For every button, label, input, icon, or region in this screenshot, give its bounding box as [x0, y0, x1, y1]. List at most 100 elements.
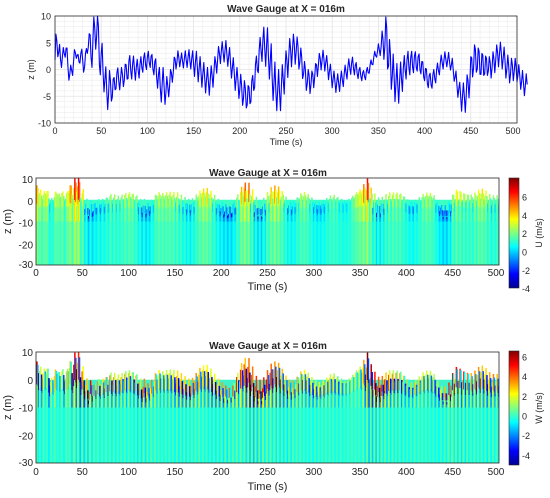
velocity-cell	[492, 407, 495, 463]
velocity-cell	[434, 407, 436, 463]
velocity-cell	[260, 407, 262, 463]
velocity-cell	[492, 221, 495, 265]
velocity-cell	[126, 199, 129, 211]
velocity-cell	[132, 207, 134, 222]
velocity-cell	[493, 221, 496, 265]
velocity-cell	[74, 221, 76, 265]
velocity-cell	[190, 212, 193, 222]
velocity-cell	[294, 214, 297, 222]
velocity-cell	[339, 380, 342, 394]
velocity-cell	[173, 192, 175, 207]
velocity-cell	[193, 206, 196, 215]
velocity-cell	[174, 197, 176, 210]
velocity-cell	[351, 208, 354, 222]
velocity-cell	[75, 206, 78, 222]
velocity-cell	[244, 382, 247, 408]
velocity-cell	[497, 393, 499, 408]
velocity-cell	[424, 379, 426, 394]
velocity-cell	[72, 221, 74, 265]
velocity-cell	[249, 207, 251, 222]
velocity-cell	[476, 407, 478, 463]
velocity-cell	[438, 221, 441, 265]
velocity-cell	[251, 221, 254, 265]
velocity-cell	[63, 221, 65, 265]
velocity-cell	[401, 407, 403, 463]
velocity-cell	[241, 388, 244, 408]
velocity-cell	[193, 221, 196, 265]
velocity-cell	[358, 370, 360, 389]
velocity-cell	[167, 393, 170, 408]
velocity-cell	[183, 221, 185, 265]
velocity-cell	[314, 407, 317, 463]
velocity-cell	[437, 221, 439, 265]
velocity-cell	[48, 392, 50, 408]
velocity-cell	[238, 381, 241, 395]
velocity-cell	[222, 407, 224, 463]
velocity-cell	[410, 382, 412, 396]
velocity-cell	[188, 407, 190, 463]
velocity-cell	[318, 394, 321, 408]
velocity-cell	[304, 208, 307, 222]
velocity-cell	[327, 396, 330, 408]
velocity-cell	[494, 212, 497, 222]
velocity-cell	[458, 199, 460, 211]
chart-title: Wave Gauge at X = 016m	[227, 4, 345, 15]
velocity-cell	[465, 394, 468, 408]
velocity-cell	[482, 221, 485, 265]
velocity-cell	[348, 393, 350, 408]
velocity-cell	[79, 209, 82, 222]
velocity-cell	[488, 199, 490, 211]
velocity-cell	[109, 208, 111, 222]
velocity-cell	[106, 407, 109, 463]
velocity-cell	[368, 379, 371, 394]
velocity-cell	[466, 221, 469, 265]
velocity-cell	[138, 394, 141, 408]
velocity-cell	[394, 211, 397, 222]
velocity-cell	[194, 211, 197, 222]
velocity-cell	[172, 373, 174, 391]
velocity-cell	[304, 374, 307, 391]
velocity-cell	[401, 393, 403, 408]
velocity-cell	[49, 407, 51, 463]
velocity-cell	[219, 221, 222, 265]
velocity-cell	[277, 221, 280, 265]
velocity-cell	[259, 393, 261, 409]
velocity-cell	[312, 202, 314, 212]
velocity-cell	[201, 407, 204, 463]
velocity-cell	[52, 202, 55, 212]
velocity-cell	[382, 407, 384, 463]
velocity-cell	[112, 384, 114, 397]
velocity-cell	[77, 407, 80, 463]
velocity-cell	[476, 201, 478, 212]
velocity-cell	[50, 392, 53, 408]
velocity-cell	[386, 407, 388, 463]
velocity-cell	[238, 221, 241, 265]
velocity-cell	[173, 370, 175, 389]
velocity-cell	[321, 396, 323, 408]
velocity-cell	[166, 407, 169, 463]
velocity-cell	[159, 373, 161, 391]
velocity-cell	[485, 221, 487, 265]
velocity-cell	[411, 407, 413, 463]
velocity-cell	[458, 379, 460, 394]
velocity-cell	[106, 392, 109, 408]
velocity-cell	[88, 407, 91, 463]
velocity-cell	[249, 372, 251, 391]
velocity-cell	[147, 407, 149, 463]
velocity-cell	[403, 391, 406, 408]
velocity-cell	[294, 407, 297, 463]
velocity-cell	[219, 401, 222, 408]
velocity-cell	[338, 203, 341, 213]
velocity-cell	[118, 380, 121, 394]
velocity-cell	[239, 191, 242, 207]
velocity-cell	[291, 397, 294, 408]
velocity-cell	[425, 391, 427, 408]
velocity-cell	[395, 390, 397, 408]
velocity-cell	[276, 376, 278, 393]
velocity-cell	[125, 389, 127, 408]
velocity-cell	[187, 221, 189, 265]
velocity-cell	[449, 385, 451, 397]
velocity-cell	[233, 407, 235, 463]
velocity-cell	[357, 390, 359, 408]
velocity-cell	[219, 216, 222, 222]
